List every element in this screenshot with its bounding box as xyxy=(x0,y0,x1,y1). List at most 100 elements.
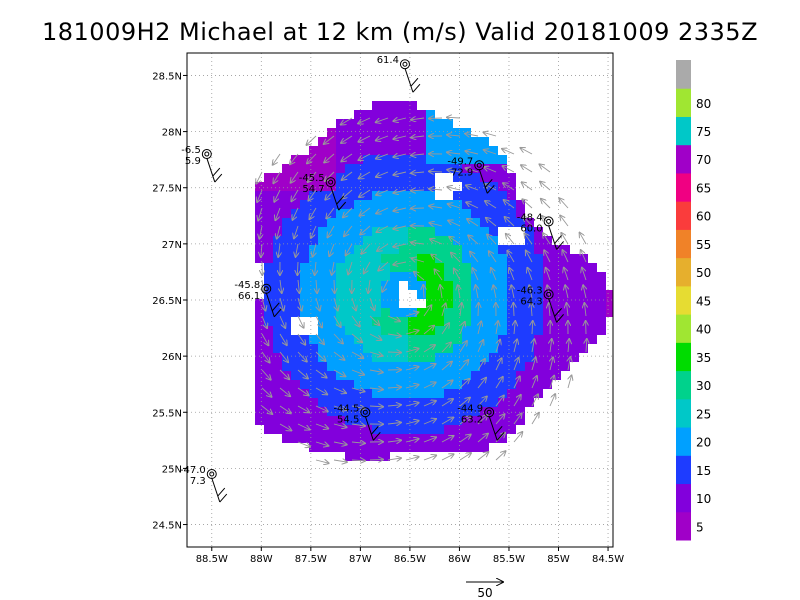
wind-vector xyxy=(364,261,371,273)
wind-vector xyxy=(504,200,515,209)
field-cell xyxy=(390,128,399,137)
station-label-top: -48.4 xyxy=(517,212,543,223)
wind-vector xyxy=(376,117,389,122)
field-cell xyxy=(561,245,570,254)
wind-vector xyxy=(261,243,262,257)
field-cell xyxy=(534,227,543,236)
wind-vector xyxy=(459,341,467,353)
field-cell xyxy=(336,263,345,272)
field-cell xyxy=(372,263,381,272)
field-cell xyxy=(507,344,516,353)
station-label-bottom: 7.3 xyxy=(190,476,206,487)
field-cell xyxy=(363,218,372,227)
station-label-top: -44.5 xyxy=(333,403,359,414)
station: -47.07.3 xyxy=(180,465,228,503)
field-cell xyxy=(426,146,435,155)
wind-vector xyxy=(279,333,287,345)
wind-vector xyxy=(484,184,497,191)
field-cell xyxy=(354,218,363,227)
field-cell xyxy=(480,443,489,452)
field-cell xyxy=(309,308,318,317)
field-cell xyxy=(300,281,309,290)
field-cell xyxy=(408,200,417,209)
field-cell xyxy=(282,290,291,299)
field-cell xyxy=(552,272,561,281)
field-cell xyxy=(300,353,309,362)
field-cell xyxy=(372,218,381,227)
field-cell xyxy=(435,236,444,245)
field-cell xyxy=(417,128,426,137)
wind-vector xyxy=(351,460,365,461)
colorbar-label: 50 xyxy=(696,266,711,280)
field-cell xyxy=(570,254,579,263)
field-cell xyxy=(525,380,534,389)
lon-tick-label: 88W xyxy=(250,554,273,565)
field-cell xyxy=(543,344,552,353)
field-cell xyxy=(435,290,444,299)
field-cell xyxy=(462,353,471,362)
field-cell xyxy=(489,164,498,173)
field-cell xyxy=(318,254,327,263)
field-cell xyxy=(525,308,534,317)
field-cell xyxy=(309,146,318,155)
wind-vector xyxy=(423,345,435,353)
field-cell xyxy=(489,317,498,326)
wind-vector xyxy=(495,396,504,407)
station-label-top: -49.7 xyxy=(447,156,473,167)
field-cell xyxy=(426,245,435,254)
lat-tick-label: 28N xyxy=(162,128,182,139)
field-cell xyxy=(408,182,417,191)
field-cell xyxy=(327,146,336,155)
field-cell xyxy=(417,380,426,389)
field-cell xyxy=(399,425,408,434)
field-cell xyxy=(534,353,543,362)
wind-vector xyxy=(324,153,335,163)
field-cell xyxy=(489,209,498,218)
field-cell xyxy=(417,110,426,119)
wind-barb-flag xyxy=(556,314,564,323)
field-cell xyxy=(327,272,336,281)
field-cell xyxy=(390,362,399,371)
wind-vector xyxy=(328,225,335,237)
field-cell xyxy=(543,371,552,380)
field-cell xyxy=(489,227,498,236)
field-cell xyxy=(435,416,444,425)
field-cell xyxy=(498,272,507,281)
field-cell xyxy=(453,443,462,452)
colorbar-bin xyxy=(676,511,691,541)
field-cell xyxy=(525,398,534,407)
wind-vector xyxy=(470,252,479,263)
field-cell xyxy=(480,353,489,362)
wind-vector xyxy=(568,376,572,389)
field-cell xyxy=(507,398,516,407)
field-cell xyxy=(399,155,408,164)
wind-vector xyxy=(280,297,284,311)
wind-vector xyxy=(441,323,449,335)
field-cell xyxy=(417,119,426,128)
field-cell xyxy=(309,416,318,425)
field-cell xyxy=(552,353,561,362)
field-cell xyxy=(372,137,381,146)
field-cell xyxy=(399,308,408,317)
wind-vectors xyxy=(256,117,587,463)
colorbar-label: 5 xyxy=(696,520,704,534)
field-cell xyxy=(507,416,516,425)
wind-vector xyxy=(477,340,483,353)
station-label-bottom: 54.5 xyxy=(337,414,359,425)
field-cell xyxy=(498,317,507,326)
field-cell xyxy=(435,371,444,380)
field-cell xyxy=(354,434,363,443)
wind-vector xyxy=(358,117,371,124)
field-cell xyxy=(579,263,588,272)
field-cell xyxy=(480,173,489,182)
field-cell xyxy=(372,146,381,155)
wind-vector xyxy=(405,403,419,406)
wind-vector xyxy=(429,189,443,190)
field-cell xyxy=(363,155,372,164)
field-cell xyxy=(363,110,372,119)
field-cell xyxy=(390,119,399,128)
field-cell xyxy=(363,344,372,353)
field-cell xyxy=(435,209,444,218)
field-cell xyxy=(264,263,273,272)
field-cell xyxy=(381,128,390,137)
